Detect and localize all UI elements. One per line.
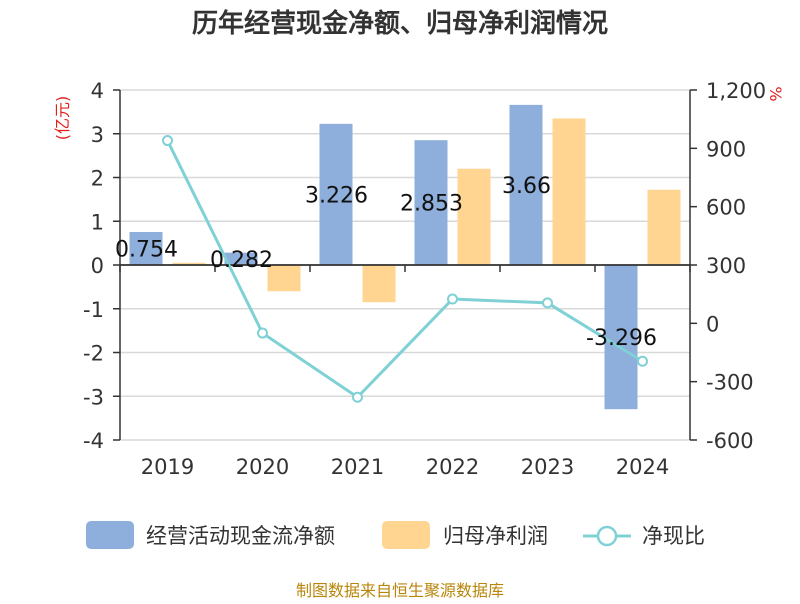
left-tick-label: -2 — [83, 342, 104, 366]
bar-cashflow — [604, 265, 638, 410]
bar-profit — [552, 118, 586, 265]
data-label: 3.226 — [305, 183, 368, 208]
ratio-point — [352, 391, 363, 403]
bar-profit — [267, 265, 301, 292]
left-tick-label: 0 — [91, 254, 104, 278]
right-tick-label: -300 — [706, 371, 754, 395]
left-tick-label: 2 — [91, 167, 104, 191]
x-tick-label: 2019 — [141, 455, 194, 479]
right-tick-label: 300 — [706, 254, 746, 278]
ratio-point — [162, 135, 173, 147]
left-tick-label: -4 — [83, 429, 104, 453]
x-tick-label: 2022 — [426, 455, 479, 479]
left-tick-label: 3 — [91, 123, 104, 147]
bars — [129, 104, 681, 410]
left-axis-unit: (亿元) — [53, 96, 72, 141]
bar-cashflow — [319, 123, 353, 265]
left-tick-label: -3 — [83, 385, 104, 409]
bar-profit — [647, 189, 681, 265]
ratio-line — [162, 135, 648, 403]
legend-swatch-profit — [382, 521, 430, 549]
data-label: 0.754 — [115, 238, 178, 263]
x-tick-label: 2024 — [616, 455, 669, 479]
bar-profit — [457, 168, 491, 265]
bar-cashflow — [129, 232, 163, 265]
right-axis: 1,200 900 600 300 0 -300 -600 — [689, 79, 766, 453]
left-axis: 4 3 2 1 0 -1 -2 -3 -4 — [83, 79, 121, 453]
left-tick-label: -1 — [83, 298, 104, 322]
x-axis-ticks: 2019 2020 2021 2022 2023 2024 — [141, 455, 669, 479]
legend-item-ratio: 净现比 — [642, 524, 705, 548]
chart-title: 历年经营现金净额、归母净利润情况 — [192, 8, 608, 39]
ratio-point — [447, 293, 458, 305]
right-tick-label: 0 — [706, 312, 719, 336]
legend-item-cashflow: 经营活动现金流净额 — [146, 524, 335, 548]
right-tick-label: -600 — [706, 429, 754, 453]
data-label: 0.282 — [210, 248, 273, 273]
legend-item-profit: 归母净利润 — [443, 524, 548, 548]
left-tick-label: 1 — [91, 210, 104, 234]
x-tick-label: 2020 — [236, 455, 289, 479]
source-note: 制图数据来自恒生聚源数据库 — [296, 581, 504, 600]
ratio-point — [637, 355, 648, 367]
bar-cashflow — [414, 140, 448, 265]
data-label: 3.66 — [502, 174, 551, 199]
data-label: 2.853 — [400, 192, 463, 217]
bar-cashflow — [224, 252, 258, 265]
right-tick-label: 900 — [706, 137, 746, 161]
x-axis — [119, 264, 691, 272]
bar-profit — [362, 265, 396, 303]
left-tick-label: 4 — [91, 79, 104, 103]
bar-cashflow — [509, 104, 543, 265]
legend: 经营活动现金流净额 归母净利润 净现比 — [86, 521, 705, 549]
right-tick-label: 600 — [706, 196, 746, 220]
right-tick-label: 1,200 — [706, 79, 766, 103]
bar-profit — [172, 262, 206, 265]
ratio-point — [542, 297, 553, 309]
legend-marker-ratio — [596, 525, 618, 547]
x-tick-label: 2023 — [521, 455, 574, 479]
ratio-line-path — [166, 139, 644, 400]
right-axis-unit: % — [766, 86, 785, 101]
legend-swatch-cashflow — [86, 521, 134, 549]
data-labels: 0.754 0.282 3.226 2.853 3.66 -3.296 — [115, 174, 657, 351]
x-tick-label: 2021 — [331, 455, 384, 479]
ratio-point — [257, 327, 268, 339]
data-label: -3.296 — [586, 326, 657, 351]
